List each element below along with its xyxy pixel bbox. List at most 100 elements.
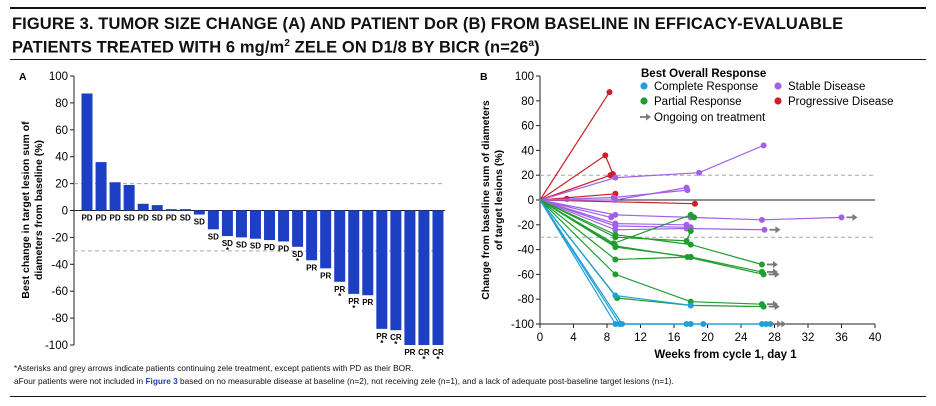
bar — [193, 210, 205, 215]
bar-label: PD — [166, 214, 177, 223]
panel-b-y-tick-label: 100 — [515, 71, 534, 83]
bar-label: PD — [110, 214, 121, 223]
bar-label: SD — [250, 242, 261, 251]
series-point-stable — [684, 187, 691, 194]
series-point-partial — [612, 242, 619, 249]
legend-label-progressive: Progressive Disease — [788, 96, 893, 108]
panel-b-label: B — [480, 71, 488, 83]
bar-label: CR — [432, 348, 444, 357]
bar-label: PR — [362, 298, 373, 307]
bar — [249, 210, 261, 239]
bar-label: PR — [334, 285, 345, 294]
series-point-complete — [767, 321, 774, 327]
bar-label: PR — [376, 332, 387, 341]
bar — [81, 93, 93, 211]
panel-b-y-label-line-2: of target lesions (%) — [493, 150, 505, 250]
panel-b-y-tick-label: 0 — [528, 195, 534, 207]
ongoing-asterisk: * — [352, 304, 356, 313]
panel-b-x-tick-label: 24 — [735, 332, 748, 344]
panel-a-y-axis-label: Best change in target lesion sum ofdiame… — [20, 121, 45, 299]
bar-label: CR — [390, 333, 402, 342]
panel-b-x-tick-label: 8 — [604, 332, 610, 344]
series-point-complete — [619, 321, 626, 327]
panel-b-x-tick-label: 4 — [570, 332, 577, 344]
bar — [123, 184, 135, 211]
series-point-partial — [758, 261, 765, 268]
bar — [432, 210, 444, 345]
panel-b-y-tick-label: -100 — [511, 319, 534, 331]
series-point-progressive — [691, 200, 698, 207]
panel-b-x-tick-label: 0 — [537, 332, 543, 344]
bar — [390, 210, 402, 331]
panel-b-y-tick-label: 80 — [521, 96, 534, 108]
panel-b-y-tick-label: 60 — [521, 121, 534, 133]
panel-a-y-tick-label: -100 — [45, 340, 68, 352]
bar — [376, 210, 388, 329]
legend-title: Best Overall Response — [641, 68, 766, 80]
series-point-partial — [684, 254, 691, 261]
bar — [137, 203, 149, 211]
bar-label: SD — [152, 214, 163, 223]
figure-title: FIGURE 3. TUMOR SIZE CHANGE (A) AND PATI… — [12, 14, 922, 58]
bar-label: SD — [292, 250, 303, 259]
bar-label: PR — [306, 263, 317, 272]
bottom-rule — [10, 396, 926, 397]
figure-3-reference: Figure 3 — [145, 376, 178, 386]
panel-b-y-tick-label: 40 — [521, 145, 534, 157]
bar-label: PD — [278, 244, 289, 253]
series-line-stable — [539, 144, 764, 201]
legend-marker-partial — [640, 97, 648, 105]
ongoing-arrow-icon — [772, 260, 778, 268]
legend-marker-complete — [640, 82, 648, 90]
bar — [221, 210, 233, 237]
bar — [334, 210, 346, 282]
bar-label: PD — [138, 214, 149, 223]
panel-b-y-tick-label: -60 — [517, 269, 534, 281]
panel-a-waterfall-chart: A 100 80 60 40 20 0 -20 -40 -60 -80 -100 Best change… — [19, 71, 445, 364]
title-rule — [10, 59, 926, 60]
bar — [348, 210, 360, 294]
footnote-asterisk: *Asterisks and grey arrows indicate pati… — [14, 363, 414, 373]
bar-label: SD — [180, 214, 191, 223]
series-point-complete — [763, 321, 770, 327]
bar — [418, 210, 430, 345]
ongoing-arrow-icon — [774, 270, 780, 278]
legend-label-partial: Partial Response — [654, 96, 742, 108]
ongoing-arrow-icon — [852, 213, 858, 221]
series-point-partial — [691, 214, 698, 221]
panel-a-y-label-line-1: Best change in target lesion sum of — [20, 121, 32, 299]
series-point-partial — [612, 231, 619, 238]
ongoing-arrow-icon — [777, 320, 783, 328]
series-point-stable — [612, 211, 619, 218]
bar-label: SD — [236, 240, 247, 249]
ongoing-arrow-icon — [781, 320, 787, 328]
bar — [404, 210, 416, 345]
panel-a-y-tick-label: -80 — [51, 313, 68, 325]
top-rule — [10, 7, 926, 9]
series-point-stable — [696, 169, 703, 176]
legend-marker-progressive — [774, 97, 782, 105]
panel-b-y-label-line-1: Change from baseline sum of diameters — [480, 100, 492, 300]
series-point-stable — [610, 194, 617, 201]
series-line-partial — [539, 199, 762, 305]
panel-b-x-tick-label: 12 — [634, 332, 647, 344]
series-point-partial — [687, 228, 694, 234]
panel-b-x-tick-label: 16 — [668, 332, 681, 344]
bar — [235, 210, 247, 238]
series-point-complete — [683, 321, 690, 327]
panel-b-y-axis-label: Change from baseline sum of diametersof … — [480, 100, 505, 300]
panel-a-y-tick-label: 100 — [49, 71, 68, 83]
bar — [362, 210, 374, 296]
series-point-partial — [760, 271, 767, 278]
panel-b-y-tick-label: -20 — [517, 220, 534, 232]
panel-b-x-axis-label: Weeks from cycle 1, day 1 — [654, 349, 797, 361]
panel-a-y-tick-label: -40 — [51, 259, 68, 271]
panel-a-y-tick-label: -60 — [51, 286, 68, 298]
series-point-partial — [687, 241, 694, 248]
title-line-1: FIGURE 3. TUMOR SIZE CHANGE (A) AND PATI… — [12, 15, 844, 33]
series-line-progressive — [539, 91, 611, 201]
bar — [95, 162, 107, 211]
bar — [109, 182, 121, 211]
